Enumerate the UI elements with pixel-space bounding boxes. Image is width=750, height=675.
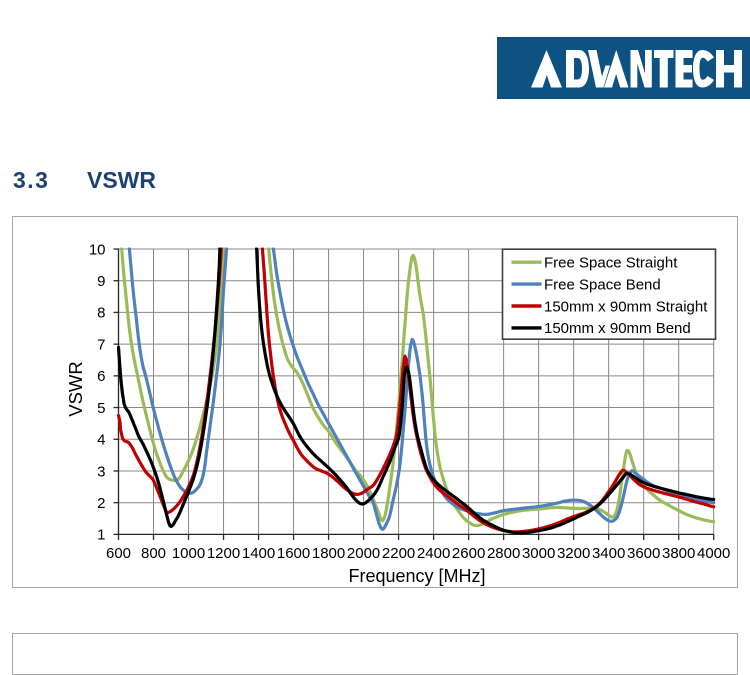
svg-text:Frequency [MHz]: Frequency [MHz] [348, 566, 485, 586]
svg-text:1400: 1400 [242, 545, 275, 562]
svg-text:3400: 3400 [592, 545, 625, 562]
svg-text:150mm x 90mm Straight: 150mm x 90mm Straight [544, 298, 708, 315]
svg-text:150mm x 90mm Bend: 150mm x 90mm Bend [544, 320, 691, 337]
svg-text:1200: 1200 [207, 545, 240, 562]
svg-text:3000: 3000 [522, 545, 555, 562]
svg-text:VSWR: VSWR [65, 361, 86, 417]
svg-text:2800: 2800 [487, 545, 520, 562]
svg-text:2400: 2400 [417, 545, 450, 562]
svg-text:3600: 3600 [627, 545, 660, 562]
svg-text:1600: 1600 [277, 545, 310, 562]
svg-text:4000: 4000 [697, 545, 730, 562]
svg-text:1: 1 [97, 527, 105, 544]
svg-text:3200: 3200 [557, 545, 590, 562]
svg-text:10: 10 [89, 241, 106, 258]
svg-text:3: 3 [97, 463, 105, 480]
svg-text:7: 7 [97, 336, 105, 353]
svg-text:800: 800 [141, 545, 166, 562]
svg-text:8: 8 [97, 305, 105, 322]
svg-text:Free Space Straight: Free Space Straight [544, 255, 678, 272]
svg-text:Free Space Bend: Free Space Bend [544, 276, 661, 293]
svg-text:3800: 3800 [662, 545, 695, 562]
svg-text:2: 2 [97, 495, 105, 512]
svg-text:6: 6 [97, 368, 105, 385]
svg-text:2000: 2000 [347, 545, 380, 562]
svg-text:2600: 2600 [452, 545, 485, 562]
svg-text:4: 4 [97, 432, 105, 449]
svg-text:1800: 1800 [312, 545, 345, 562]
svg-text:1000: 1000 [172, 545, 205, 562]
svg-text:600: 600 [106, 545, 131, 562]
svg-text:9: 9 [97, 273, 105, 290]
svg-text:5: 5 [97, 400, 105, 417]
svg-text:2200: 2200 [382, 545, 415, 562]
